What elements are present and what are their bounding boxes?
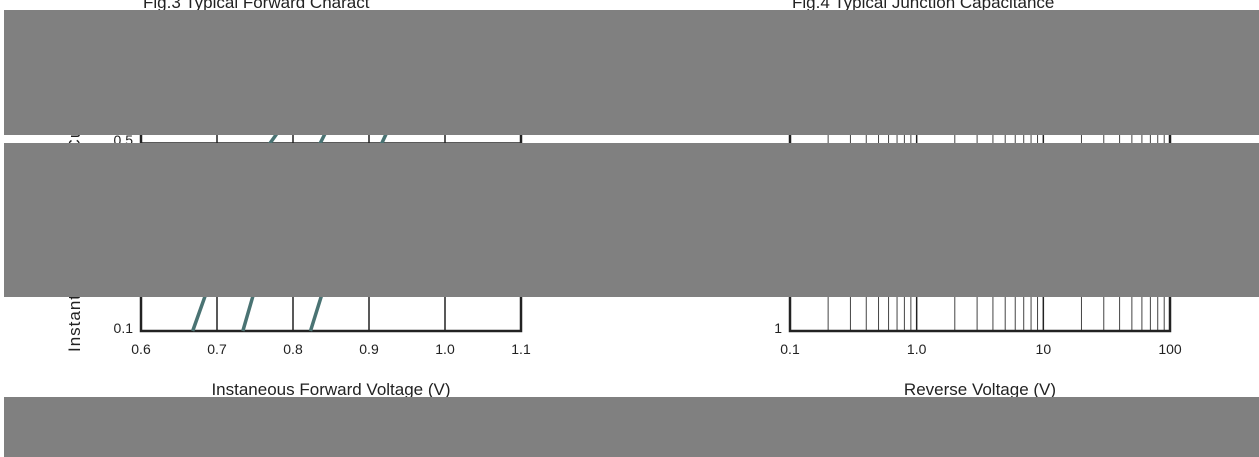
chart-title: Fig.4 Typical Junction Capacitance bbox=[792, 0, 1054, 12]
x-tick-label: 0.7 bbox=[207, 341, 227, 357]
chart-title: Fig.3 Typical Forward Charact bbox=[143, 0, 370, 12]
redaction-bar bbox=[4, 397, 1259, 457]
x-tick-label: 0.1 bbox=[780, 341, 800, 357]
x-tick-label: 0.6 bbox=[131, 341, 151, 357]
x-tick-label: 0.9 bbox=[359, 341, 379, 357]
x-tick-label: 1.0 bbox=[907, 341, 927, 357]
x-tick-label: 100 bbox=[1158, 341, 1182, 357]
y-tick-label: 0.1 bbox=[114, 320, 134, 336]
x-axis-label: Instaneous Forward Voltage (V) bbox=[211, 380, 450, 399]
x-tick-label: 10 bbox=[1036, 341, 1052, 357]
y-tick-label: 1 bbox=[774, 320, 782, 336]
x-axis-label: Reverse Voltage (V) bbox=[904, 380, 1056, 399]
x-tick-label: 1.1 bbox=[511, 341, 531, 357]
x-tick-label: 1.0 bbox=[435, 341, 455, 357]
redaction-bar bbox=[4, 10, 1259, 135]
redaction-bar bbox=[4, 143, 1259, 297]
x-tick-label: 0.8 bbox=[283, 341, 303, 357]
